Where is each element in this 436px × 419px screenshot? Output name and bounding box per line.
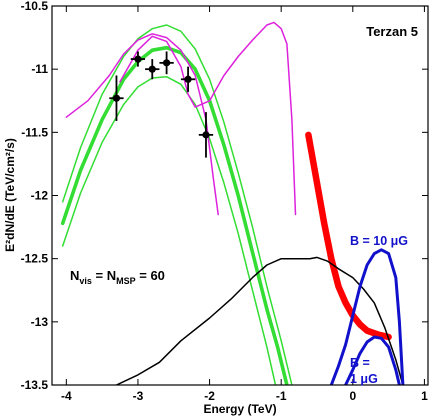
series-green-curve-1	[61, 24, 293, 385]
series-green-curve-2	[61, 75, 277, 385]
series-blue-curve-8	[344, 335, 401, 385]
y-axis-label: E²dN/dE (TeV/cm²/s)	[3, 138, 17, 252]
x-tick-label: 1	[421, 389, 428, 403]
data-point-marker	[112, 94, 121, 102]
data-point-marker	[184, 75, 192, 83]
data-point	[180, 66, 196, 92]
y-tick-label: -13.5	[21, 378, 49, 392]
y-tick-label: -10.5	[21, 0, 49, 13]
y-tick-label: -13	[31, 315, 49, 329]
chart-title: Terzan 5	[366, 24, 418, 39]
data-point	[198, 112, 214, 158]
data-point-marker	[148, 65, 156, 73]
data-point	[159, 51, 174, 75]
series-black-curve-6	[115, 256, 404, 385]
data-point-marker	[134, 55, 142, 63]
nvis-n: N	[70, 268, 79, 283]
data-point	[145, 59, 160, 80]
series-layer	[60, 21, 405, 385]
data-point	[130, 51, 146, 67]
y-tick-label: -11.5	[21, 125, 48, 139]
y-tick-label: -12	[31, 189, 49, 203]
series-red-curve-5	[305, 131, 392, 341]
x-tick-label: 0	[349, 389, 356, 403]
x-tick-label: -4	[61, 389, 72, 403]
b1-annotation-line1: B =	[350, 356, 370, 370]
ticks-layer: -4 -3 -2 -1 0 1 -13.5 -13 -12.5 -12 -11.5 -11 -10.5	[21, 0, 428, 403]
y-tick-label: -12.5	[21, 252, 49, 266]
series-blue-curve-7	[329, 248, 405, 385]
x-tick-label: -1	[276, 389, 287, 403]
x-tick-label: -3	[133, 389, 144, 403]
x-axis-label: Energy (TeV)	[203, 402, 276, 416]
b10-annotation: B = 10 μG	[350, 234, 408, 248]
x-tick-label: -2	[204, 389, 215, 403]
nvis-annotation: Nvis = NMSP = 60	[70, 268, 165, 286]
series-magenta-curve-3	[65, 33, 219, 216]
data-points-layer	[109, 51, 214, 158]
nvis-sub-vis: vis	[79, 276, 92, 286]
series-green-curve-0	[60, 45, 289, 385]
y-tick-label: -11	[31, 62, 48, 76]
data-point-marker	[162, 59, 171, 67]
data-point	[109, 75, 124, 121]
nvis-sub-msp: MSP	[116, 276, 136, 286]
data-point-marker	[202, 131, 210, 139]
b1-annotation-line2: 1 μG	[350, 372, 378, 386]
nvis-val: = 60	[136, 268, 165, 283]
nvis-eq: = N	[92, 268, 116, 283]
series-magenta-curve-4	[119, 21, 297, 216]
